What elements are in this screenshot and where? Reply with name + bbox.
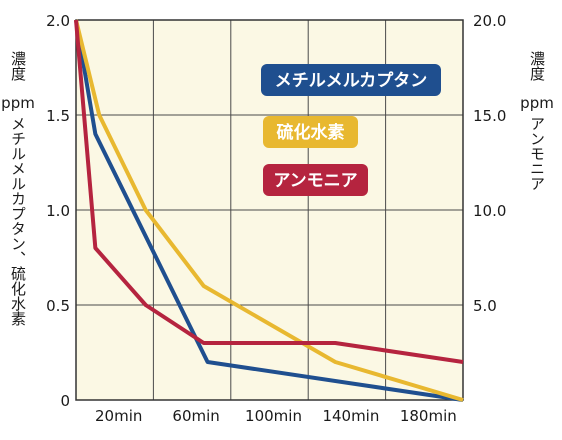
plot-frame [75,19,464,401]
legend-badge [261,64,441,96]
right-axis-label-rest: アンモニア [528,116,546,191]
legend-badge [263,116,358,148]
x-axis-tick-label: 100min [245,407,302,425]
left-axis-tick-label: 0 [60,392,70,410]
left-axis-label-rest: メチルメルカプタン、硫化水素 [9,116,27,326]
legend-item-2: 硫化水素 [263,116,358,148]
series-line-2 [74,19,464,402]
legend-label: アンモニア [273,171,357,191]
legend-badge [263,164,368,196]
left-axis-label: 濃度 ppm メチルメルカプタン、硫化水素 [1,51,35,326]
x-axis-tick-label: 180min [400,407,457,425]
x-axis-tick-label: 60min [172,407,219,425]
series-line-3 [74,19,464,364]
right-axis-tick-label: 5.0 [473,297,497,315]
right-axis-label-top: 濃度 [528,51,546,81]
left-axis-tick-label: 1.5 [46,107,70,125]
right-axis-tick-label: 15.0 [473,107,506,125]
left-axis-label-unit: ppm [1,94,35,112]
series-line-1 [74,19,464,402]
right-axis-tick-label: 20.0 [473,12,506,30]
right-axis-tick-label: 10.0 [473,202,506,220]
left-axis-tick-label: 2.0 [46,12,70,30]
x-axis-tick-label: 20min [95,407,142,425]
legend-item-3: アンモニア [263,164,368,196]
left-axis-tick-label: 1.0 [46,202,70,220]
legend-label: 硫化水素 [277,122,345,143]
legend-item-1: メチルメルカプタン [261,64,441,96]
grid [76,20,463,400]
right-axis-label: 濃度 ppm アンモニア [520,51,554,191]
left-axis-tick-label: 0.5 [46,297,70,315]
x-axis-tick-label: 140min [322,407,379,425]
right-axis-label-unit: ppm [520,94,554,112]
left-axis-label-top: 濃度 [9,51,27,81]
legend-label: メチルメルカプタン [275,70,428,91]
